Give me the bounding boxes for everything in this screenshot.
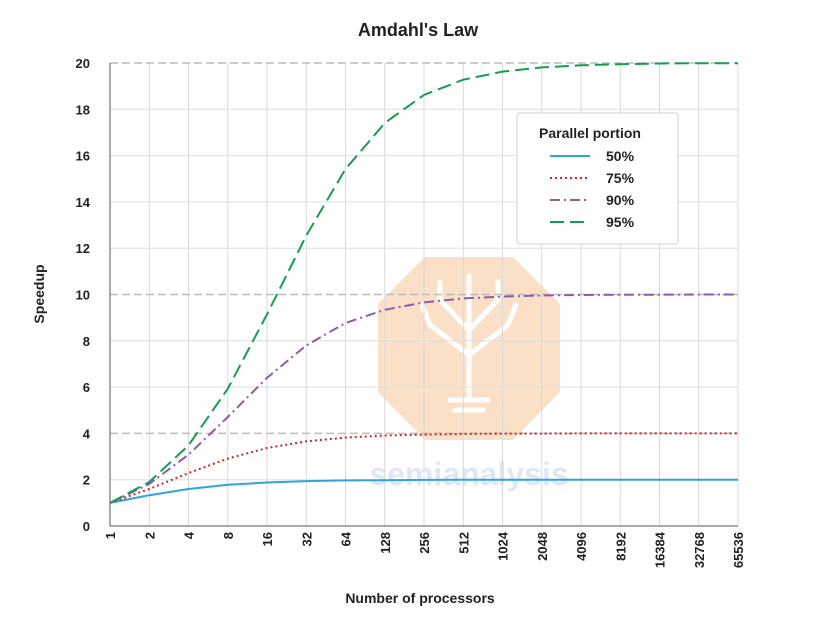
legend: Parallel portion 50% 75% 90% 95% <box>516 112 679 245</box>
series-line-95pct <box>109 62 738 504</box>
x-tick-label: 4 <box>182 531 197 539</box>
y-tick-label: 0 <box>83 519 90 534</box>
x-tick-label: 1024 <box>496 531 511 561</box>
x-tick-label: 4096 <box>574 532 589 561</box>
x-axis-label: Number of processors <box>345 590 495 606</box>
chart-title: Amdahl's Law <box>358 20 479 40</box>
x-tick-label: 8192 <box>613 532 628 561</box>
y-tick-label: 2 <box>83 473 90 488</box>
x-tick-label: 16 <box>260 532 275 546</box>
y-tick-label: 8 <box>83 334 90 349</box>
series-line-75pct <box>109 432 738 504</box>
x-tick-label: 128 <box>378 532 393 554</box>
series-line-50pct <box>109 478 738 504</box>
x-tick-label: 32768 <box>692 532 707 568</box>
x-tick-label: 2048 <box>535 532 550 561</box>
y-tick-label: 20 <box>76 56 90 71</box>
series-layer <box>109 62 738 504</box>
watermark-tree-icon <box>419 273 519 413</box>
series-line-90pct <box>109 293 738 504</box>
x-tick-label: 32 <box>299 532 314 546</box>
legend-title: Parallel portion <box>539 125 641 141</box>
x-tick-label: 1 <box>103 532 118 539</box>
legend-box <box>516 112 679 245</box>
y-tick-label: 14 <box>76 195 91 210</box>
x-tick-label: 64 <box>339 531 354 546</box>
y-tick-label: 12 <box>76 241 90 256</box>
y-tick-label: 18 <box>76 102 90 117</box>
legend-label-95pct: 95% <box>606 214 635 230</box>
legend-label-75pct: 75% <box>606 170 635 186</box>
x-tick-label: 256 <box>417 532 432 554</box>
y-tick-label: 6 <box>83 380 90 395</box>
y-tick-label: 10 <box>76 288 90 303</box>
x-tick-label: 65536 <box>731 532 746 568</box>
watermark-text: semianalysis <box>369 456 568 492</box>
x-tick-label: 2 <box>142 532 157 539</box>
semianalysis-watermark: semianalysis <box>369 257 569 492</box>
legend-label-50pct: 50% <box>606 148 635 164</box>
x-tick-label: 16384 <box>653 531 668 568</box>
y-axis-label: Speedup <box>31 264 47 323</box>
y-tick-label: 16 <box>76 149 90 164</box>
y-tick-label: 4 <box>83 426 91 441</box>
legend-label-90pct: 90% <box>606 192 635 208</box>
x-tick-label: 8 <box>221 532 236 539</box>
x-tick-label: 512 <box>456 532 471 554</box>
axes <box>109 63 738 527</box>
